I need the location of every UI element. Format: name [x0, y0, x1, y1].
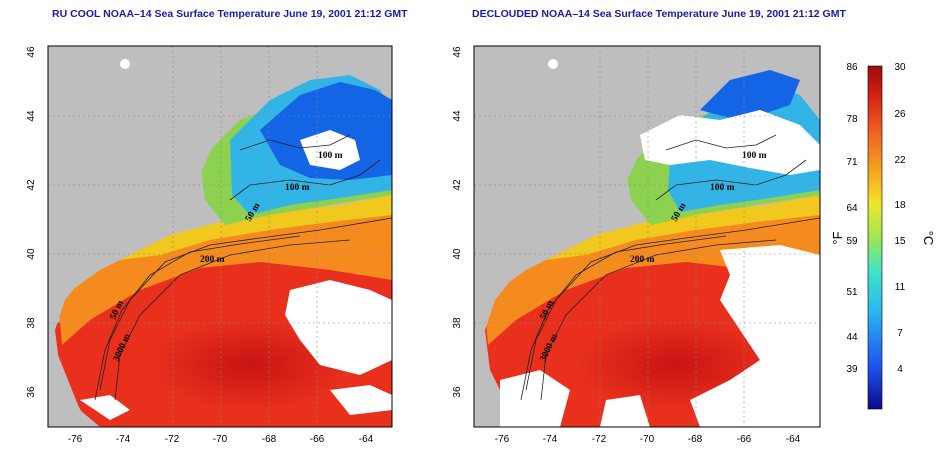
right-map-orange-water	[484, 205, 820, 345]
right-lat-tick-42: 42	[452, 179, 463, 191]
left-map-orange-water	[58, 205, 392, 345]
colorbar-f-tick-86: 86	[846, 62, 858, 73]
right-map-land	[474, 46, 820, 427]
right-map-frame	[473, 45, 821, 428]
colorbar-c-tick-11: 11	[895, 282, 906, 293]
right-map-title: DECLOUDED NOAA–14 Sea Surface Temperatur…	[472, 8, 846, 20]
right-map-gridlines	[474, 46, 820, 427]
right-lon-tick-72: -72	[592, 434, 607, 445]
left-map-frame	[47, 45, 393, 428]
left-map-lat-axis: 46 44 42 40 38 36	[26, 46, 37, 398]
right-lat-tick-40: 40	[452, 248, 463, 260]
right-lat-tick-46: 46	[452, 46, 463, 58]
right-map-yellow-water	[546, 195, 820, 260]
colorbar-f-tick-64: 64	[846, 203, 858, 214]
right-lon-tick-76: -76	[495, 434, 510, 445]
colorbar-c-tick-30: 30	[894, 62, 906, 73]
right-contour-label-200m: 200 m	[630, 255, 655, 265]
left-map	[48, 46, 392, 427]
left-map-yellow-water	[120, 195, 392, 260]
colorbar-c-tick-4: 4	[897, 364, 903, 375]
right-lat-tick-36: 36	[452, 386, 463, 398]
left-lon-tick-74: -74	[116, 434, 131, 445]
colorbar-c-tick-26: 26	[894, 109, 906, 120]
left-map-warm-core	[150, 320, 350, 410]
colorbar-fahrenheit-ticks: 86 78 71 64 59 51 44 39	[846, 62, 858, 375]
left-contour-label-100m-lower: 100 m	[285, 183, 310, 193]
left-lon-tick-70: -70	[213, 434, 228, 445]
colorbar-f-tick-44: 44	[846, 332, 858, 343]
colorbar-c-tick-7: 7	[897, 328, 903, 339]
left-lon-tick-76: -76	[68, 434, 83, 445]
left-lat-tick-36: 36	[26, 386, 37, 398]
left-map-gridlines	[48, 46, 392, 427]
left-map-contours	[94, 134, 393, 401]
left-lat-tick-40: 40	[26, 248, 37, 260]
left-map-title: RU COOL NOAA–14 Sea Surface Temperature …	[52, 8, 408, 20]
right-lon-tick-64: -64	[786, 434, 801, 445]
right-lon-tick-68: -68	[688, 434, 703, 445]
left-lat-tick-38: 38	[26, 317, 37, 329]
colorbar-f-tick-59: 59	[846, 236, 858, 247]
right-map-lon-axis: -76 -74 -72 -70 -68 -66 -64	[495, 434, 801, 445]
right-contour-label-100m-upper: 100 m	[742, 151, 767, 161]
colorbar-f-tick-51: 51	[846, 287, 858, 298]
right-lon-tick-70: -70	[640, 434, 655, 445]
left-lat-tick-46: 46	[26, 46, 37, 58]
colorbar-celsius-unit: °C	[921, 231, 936, 246]
right-map-blue-water	[700, 70, 800, 118]
left-lat-tick-42: 42	[26, 179, 37, 191]
left-lon-tick-64: -64	[359, 434, 374, 445]
right-lon-tick-66: -66	[737, 434, 752, 445]
colorbar-c-tick-22: 22	[894, 155, 906, 166]
right-map-contours	[520, 134, 821, 401]
right-lon-tick-74: -74	[543, 434, 558, 445]
left-map-blue-water	[260, 82, 392, 180]
left-lat-tick-44: 44	[26, 110, 37, 122]
colorbar-c-tick-18: 18	[894, 200, 906, 211]
colorbar-c-tick-15: 15	[894, 236, 906, 247]
right-map-clouds	[500, 59, 820, 427]
right-contour-label-100m-lower: 100 m	[710, 183, 735, 193]
left-lon-tick-66: -66	[310, 434, 325, 445]
left-lon-tick-68: -68	[262, 434, 277, 445]
left-contour-label-100m-upper: 100 m	[318, 151, 343, 161]
colorbar-gradient	[867, 65, 883, 410]
colorbar-f-tick-78: 78	[846, 114, 858, 125]
colorbar-f-tick-71: 71	[846, 157, 858, 168]
left-map-lon-axis: -76 -74 -72 -70 -68 -66 -64	[68, 434, 374, 445]
right-map-lat-axis: 46 44 42 40 38 36	[452, 46, 463, 398]
right-lat-tick-44: 44	[452, 110, 463, 122]
colorbar-f-tick-39: 39	[846, 364, 858, 375]
right-map	[474, 46, 820, 427]
left-map-clouds	[80, 59, 392, 420]
left-map-land	[48, 46, 392, 427]
left-lon-tick-72: -72	[165, 434, 180, 445]
colorbar-fahrenheit-unit: °F	[830, 231, 845, 244]
right-lat-tick-38: 38	[452, 317, 463, 329]
colorbar-celsius-ticks: 30 26 22 18 15 11 7 4	[894, 62, 906, 375]
left-contour-label-200m: 200 m	[200, 255, 225, 265]
colorbar: 86 78 71 64 59 51 44 39 30 26 22 18 15 1…	[830, 62, 936, 410]
